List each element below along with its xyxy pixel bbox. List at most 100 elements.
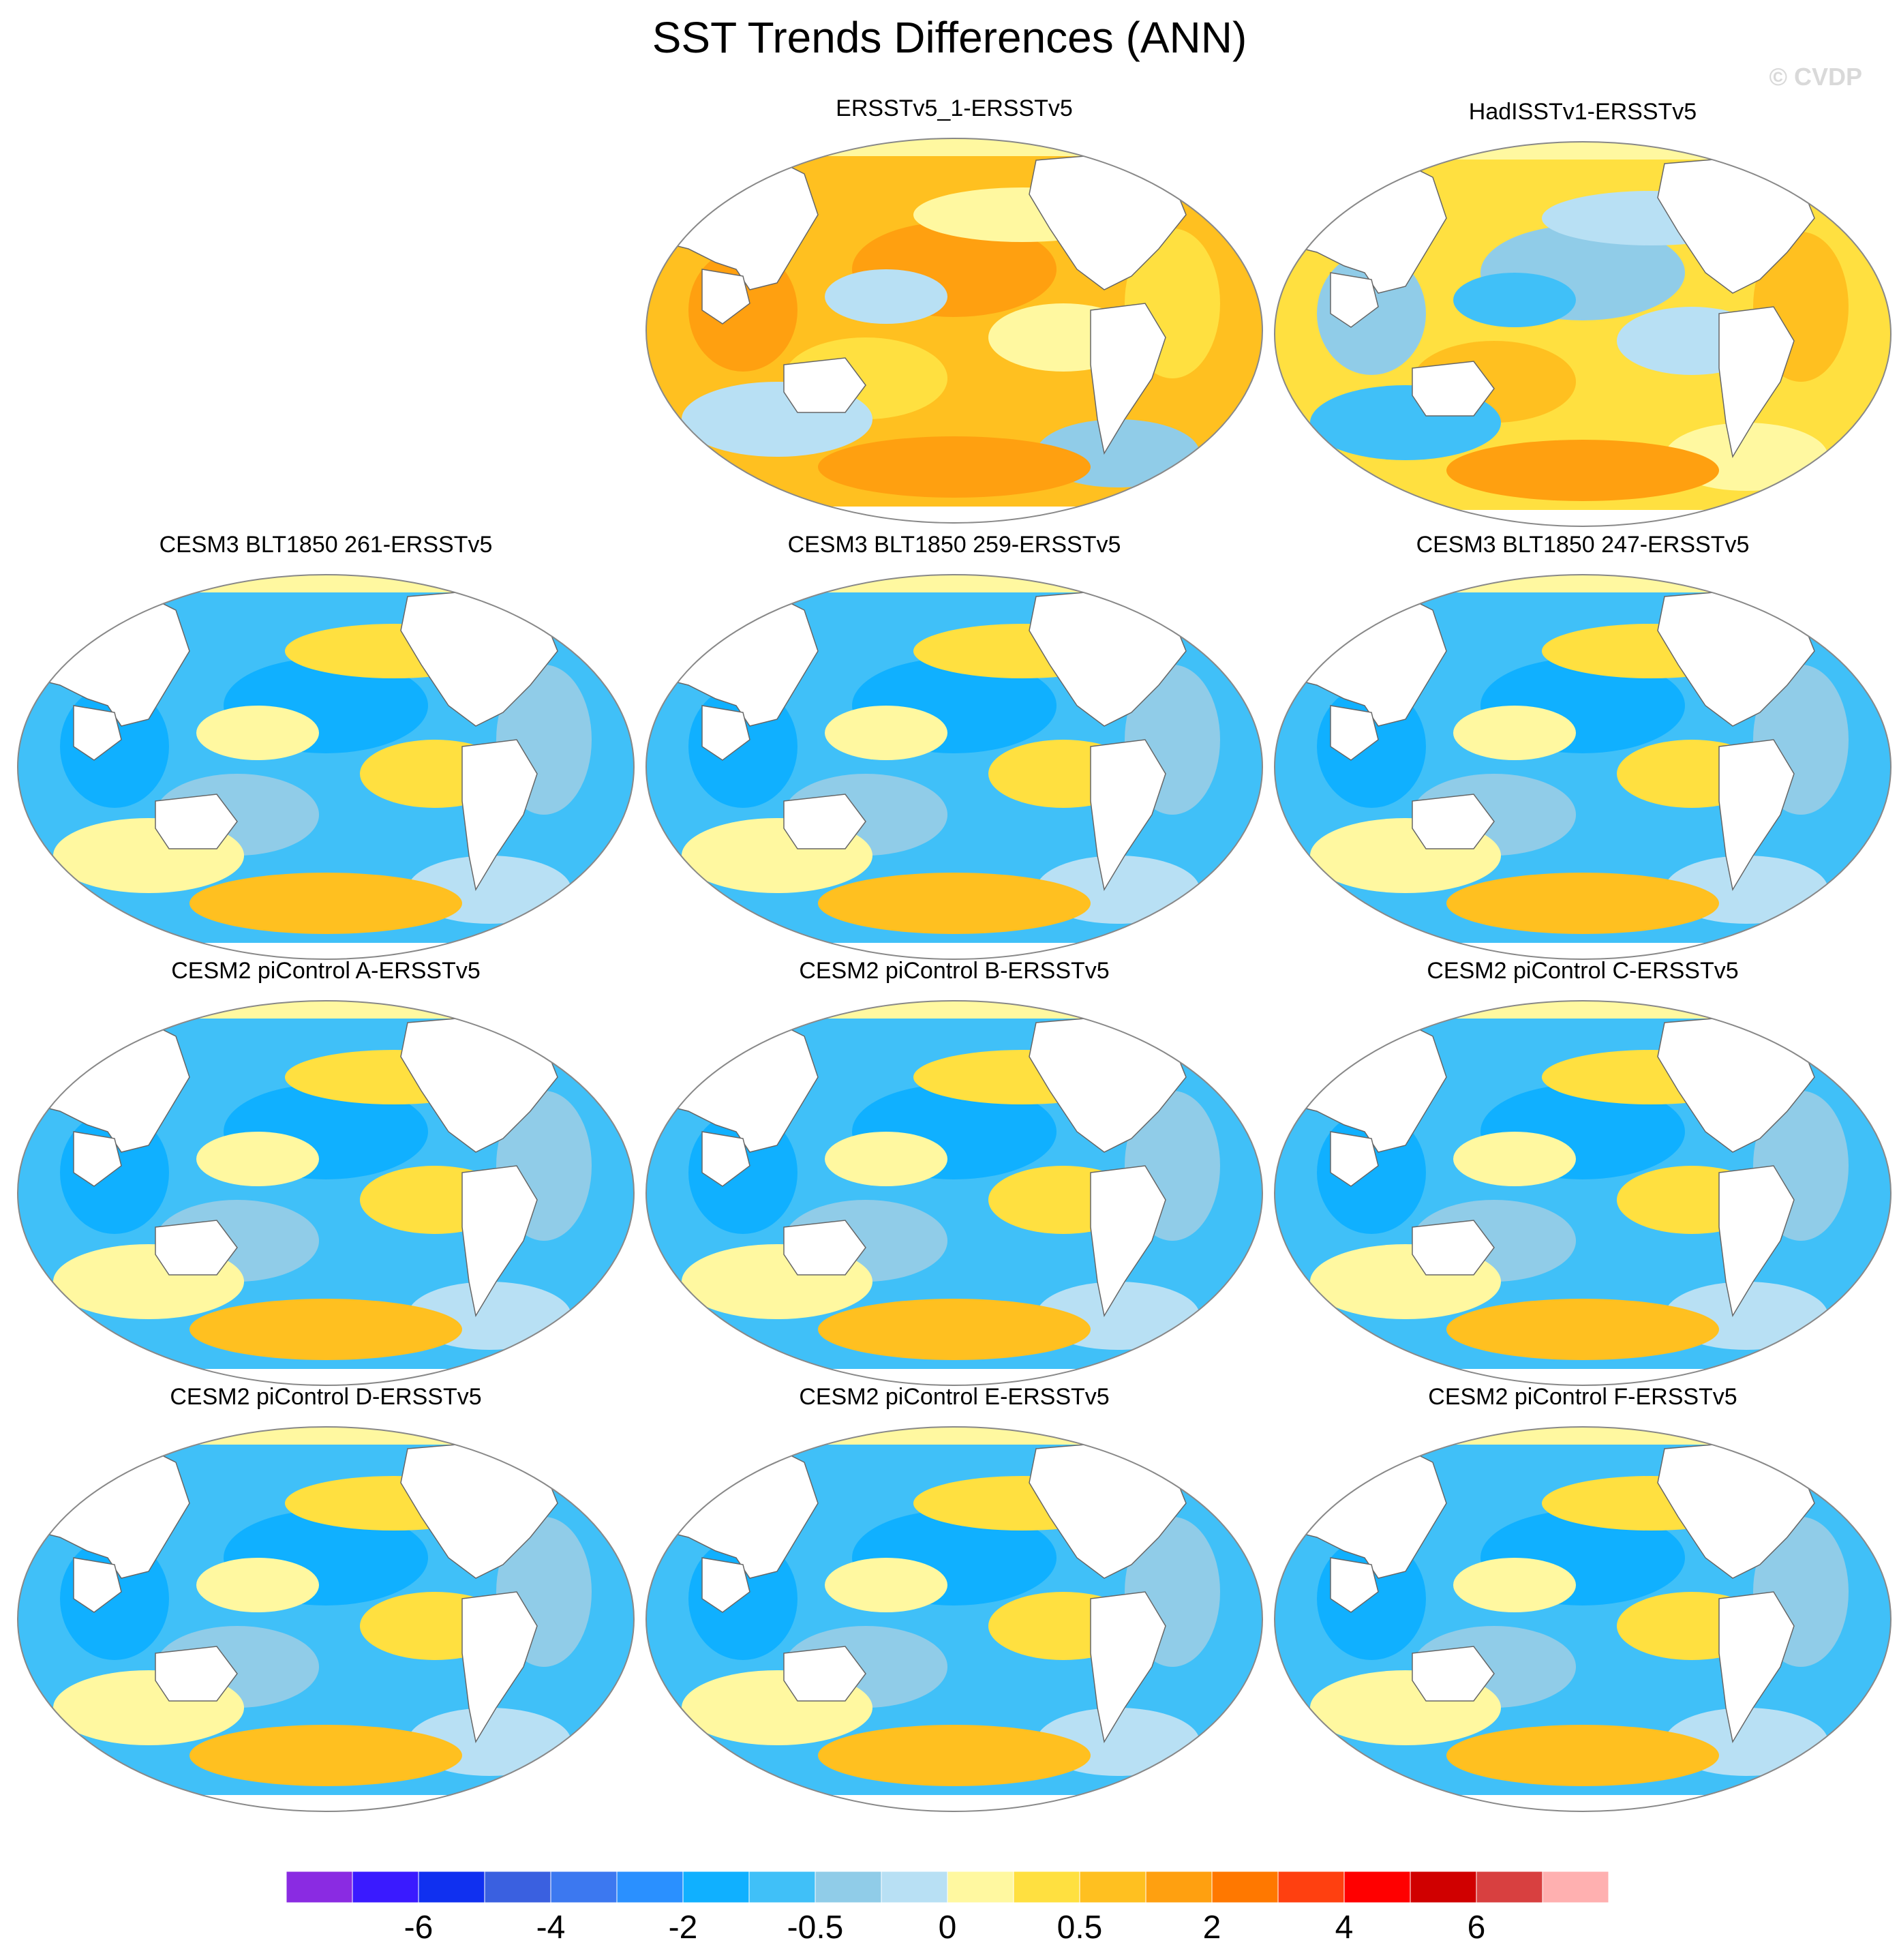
antarctica (18, 1795, 634, 1811)
sst-anomaly-patch (818, 873, 1091, 934)
panel-title: CESM2 piControl C-ERSSTv5 (1427, 958, 1739, 984)
landmass (1090, 739, 1166, 892)
landmass (1090, 1165, 1166, 1318)
panel-title: CESM3 BLT1850 261-ERSSTv5 (159, 532, 493, 558)
landmass (1090, 303, 1166, 455)
landmass (1330, 1557, 1379, 1613)
colorbar-tick-label: -2 (668, 1910, 698, 1946)
arctic-band (18, 1427, 634, 1445)
landmass (530, 581, 586, 624)
landmass (1718, 306, 1795, 459)
sst-anomaly-patch (196, 706, 319, 760)
colorbar-swatch (1542, 1871, 1609, 1903)
colorbar-swatch (748, 1871, 816, 1903)
robinson-map (17, 1000, 635, 1386)
sst-anomaly-patch (189, 1299, 462, 1360)
sst-anomaly-patch (818, 436, 1091, 498)
landmass (1412, 1220, 1495, 1276)
map-panel: HadISSTv1-ERSSTv5 (1269, 99, 1896, 535)
panel-title: CESM3 BLT1850 259-ERSSTv5 (787, 532, 1121, 558)
map-panel: CESM2 piControl F-ERSSTv5 (1269, 1384, 1896, 1820)
landmass (1158, 581, 1214, 624)
panel-title: CESM2 piControl D-ERSSTv5 (170, 1384, 482, 1410)
landmass (461, 1165, 538, 1318)
robinson-map (17, 1426, 635, 1812)
map-outline (645, 1000, 1263, 1386)
landmass (73, 1131, 122, 1187)
panel-title: CESM2 piControl A-ERSSTv5 (171, 958, 481, 984)
landmass (530, 1007, 586, 1051)
sst-anomaly-patch (1453, 706, 1576, 760)
landmass (701, 1557, 750, 1613)
sst-anomaly-patch (818, 1725, 1091, 1786)
arctic-band (1275, 575, 1891, 592)
landmass (1412, 1646, 1495, 1702)
landmass (783, 794, 866, 849)
map-outline (1274, 574, 1892, 960)
colorbar-swatch (352, 1871, 419, 1903)
landmass (1158, 1433, 1214, 1477)
colorbar-swatch (1476, 1871, 1543, 1903)
colorbar-swatch (815, 1871, 882, 1903)
map-panel: CESM2 piControl E-ERSSTv5 (641, 1384, 1268, 1820)
map-panel: CESM3 BLT1850 261-ERSSTv5 (12, 532, 639, 968)
watermark: © CVDP (1769, 63, 1862, 91)
map-outline (1274, 141, 1892, 527)
colorbar-swatch (682, 1871, 750, 1903)
map-panel: CESM3 BLT1850 259-ERSSTv5 (641, 532, 1268, 968)
colorbar-swatch (550, 1871, 618, 1903)
landmass (1330, 272, 1379, 328)
sst-anomaly-patch (1446, 1299, 1719, 1360)
colorbar-swatch (881, 1871, 948, 1903)
landmass (1412, 794, 1495, 849)
map-panel: CESM2 piControl C-ERSSTv5 (1269, 958, 1896, 1394)
robinson-map (645, 1426, 1263, 1812)
colorbar-swatch (1079, 1871, 1146, 1903)
landmass (1787, 1007, 1842, 1051)
robinson-map (1274, 1426, 1892, 1812)
landmass (1787, 581, 1842, 624)
panel-title: CESM3 BLT1850 247-ERSSTv5 (1416, 532, 1750, 558)
map-outline (645, 574, 1263, 960)
landmass (1090, 1591, 1166, 1744)
landmass (155, 794, 238, 849)
colorbar-swatch (1410, 1871, 1477, 1903)
landmass (1330, 1131, 1379, 1187)
sst-anomaly-patch (1453, 1132, 1576, 1186)
arctic-band (18, 575, 634, 592)
map-panel: CESM2 piControl D-ERSSTv5 (12, 1384, 639, 1820)
figure-title: SST Trends Differences (ANN) (652, 13, 1247, 62)
colorbar-swatch (947, 1871, 1014, 1903)
landmass (155, 1646, 238, 1702)
colorbar-swatch (418, 1871, 485, 1903)
landmass (155, 1220, 238, 1276)
sst-anomaly-patch (1446, 440, 1719, 501)
panel-title: HadISSTv1-ERSSTv5 (1468, 99, 1697, 125)
colorbar-swatch (1013, 1871, 1080, 1903)
colorbar-tick-label: -6 (404, 1910, 434, 1946)
sst-anomaly-patch (1446, 1725, 1719, 1786)
panel-title: ERSSTv5_1-ERSSTv5 (836, 95, 1073, 121)
colorbar-tick-label: 6 (1467, 1910, 1486, 1946)
colorbar-swatch (1343, 1871, 1411, 1903)
sst-anomaly-patch (825, 706, 947, 760)
colorbar-labels: -6 -4 -2 -0.5 0 0.5 2 4 6 (286, 1909, 1609, 1950)
map-outline (645, 1426, 1263, 1812)
antarctica (1275, 1795, 1891, 1811)
landmass (1718, 739, 1795, 892)
colorbar-tick-label: 0 (938, 1910, 957, 1946)
sst-anomaly-patch (825, 269, 947, 324)
landmass (1158, 145, 1214, 188)
colorbar-swatch (286, 1871, 353, 1903)
colorbar-tick-label: -0.5 (787, 1910, 844, 1946)
map-outline (17, 574, 635, 960)
landmass (1787, 1433, 1842, 1477)
map-outline (645, 138, 1263, 524)
landmass (1158, 1007, 1214, 1051)
colorbar-swatch (1145, 1871, 1213, 1903)
landmass (783, 1646, 866, 1702)
map-panel: ERSSTv5_1-ERSSTv5 (641, 95, 1268, 532)
sst-anomaly-patch (189, 873, 462, 934)
arctic-band (1275, 142, 1891, 160)
colorbar-swatch (484, 1871, 551, 1903)
